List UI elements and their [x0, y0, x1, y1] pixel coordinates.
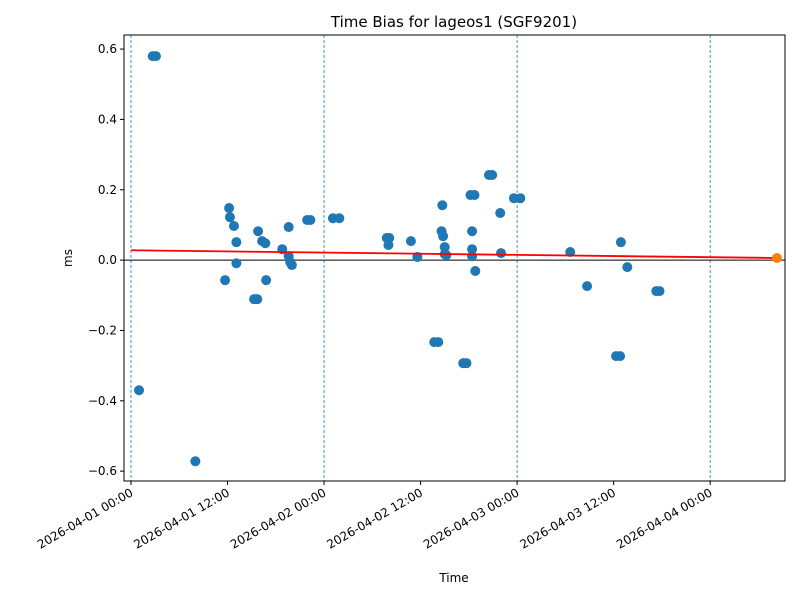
- data-point: [437, 200, 448, 211]
- axes-frame: [123, 34, 786, 482]
- y-tick-label: −0.2: [88, 323, 117, 337]
- data-point: [487, 169, 498, 180]
- data-point: [469, 190, 480, 201]
- data-point: [334, 213, 345, 224]
- x-axis-label: Time: [438, 571, 468, 585]
- latest-data-point: [771, 253, 782, 263]
- data-point: [582, 281, 593, 292]
- data-point: [496, 248, 507, 259]
- data-point: [224, 203, 235, 214]
- data-point: [228, 220, 239, 231]
- data-point: [260, 238, 271, 249]
- data-point: [150, 51, 161, 62]
- y-axis-label: ms: [61, 249, 75, 267]
- data-point: [231, 258, 242, 269]
- y-tick-label: 0.2: [98, 183, 117, 197]
- data-point: [615, 351, 626, 362]
- data-point: [470, 266, 481, 277]
- y-tick-label: 0.0: [98, 253, 117, 267]
- data-point: [134, 385, 145, 396]
- data-point: [515, 193, 526, 204]
- data-point: [441, 250, 452, 261]
- data-point: [439, 242, 450, 253]
- data-point: [467, 251, 478, 262]
- data-point: [622, 262, 633, 273]
- y-tick-label: −0.6: [88, 464, 117, 478]
- data-point: [305, 215, 316, 226]
- data-point: [433, 337, 444, 348]
- data-point: [467, 244, 478, 255]
- data-point: [461, 358, 472, 369]
- y-tick-label: −0.4: [88, 394, 117, 408]
- chart-title: Time Bias for lageos1 (SGF9201): [330, 13, 577, 31]
- data-point: [220, 275, 231, 286]
- data-point: [615, 237, 626, 248]
- trend-line: [130, 249, 777, 259]
- data-point: [467, 226, 478, 237]
- data-point: [405, 236, 416, 247]
- data-point: [654, 286, 665, 297]
- data-point: [231, 237, 242, 248]
- data-point: [224, 212, 235, 223]
- data-point: [383, 239, 394, 250]
- y-tick-label: 0.6: [98, 42, 117, 56]
- data-point: [253, 226, 264, 237]
- data-point: [286, 260, 297, 271]
- data-point: [283, 222, 294, 233]
- data-point: [252, 294, 263, 305]
- data-point: [565, 247, 576, 258]
- data-point: [438, 231, 449, 242]
- data-point: [261, 275, 272, 286]
- y-tick-label: 0.4: [98, 112, 117, 126]
- data-point: [495, 207, 506, 218]
- data-point: [190, 456, 201, 467]
